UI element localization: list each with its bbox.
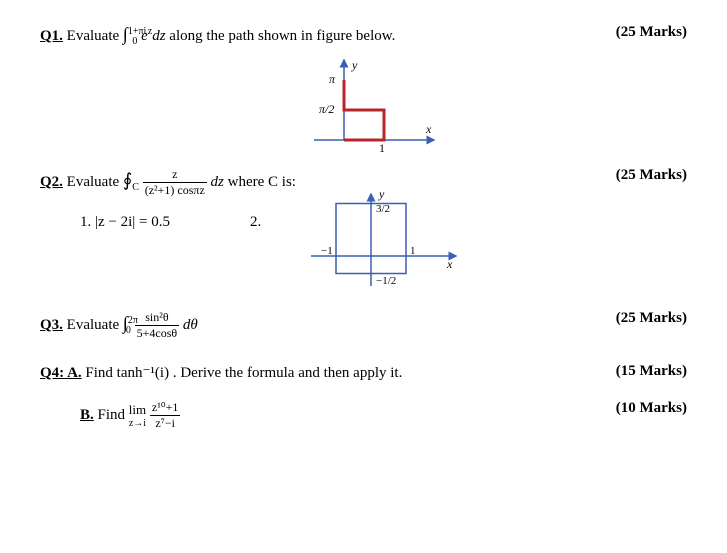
q1-x-label: x	[425, 122, 432, 136]
q1-text-before: Evaluate	[67, 28, 123, 44]
q2-sub2-num: 2.	[250, 214, 261, 231]
q2-y: y	[378, 187, 385, 201]
q2-text-before: Evaluate	[67, 174, 123, 190]
q3-den: 5+4cosθ	[135, 326, 180, 341]
q3-frac: sin²θ 5+4cosθ	[135, 310, 180, 341]
q1-figure-wrap: y x π π/2 1	[40, 55, 687, 155]
q1-text-after: along the path shown in figure below.	[169, 28, 395, 44]
q3-int-sub: 0	[126, 325, 131, 336]
q2-x: x	[446, 257, 453, 271]
q3-marks: (25 Marks)	[616, 310, 687, 327]
q2-den: (z²+1) cosπz	[143, 183, 207, 198]
q3-text-before: Evaluate	[67, 317, 123, 333]
q3-num: sin²θ	[135, 310, 180, 326]
q4a-marks: (15 Marks)	[616, 363, 687, 380]
q1-body: Q1. Evaluate ∫1+πi0 ezdz along the path …	[40, 24, 596, 47]
q3-row: Q3. Evaluate ∫2π0 sin²θ 5+4cosθ dθ (25 M…	[40, 310, 687, 341]
page: Q1. Evaluate ∫1+πi0 ezdz along the path …	[0, 0, 727, 463]
q2-top: 3/2	[376, 203, 390, 215]
q2-frac: z (z²+1) cosπz	[143, 167, 207, 198]
q2-dz: dz	[211, 174, 224, 190]
q2-oint: ∮	[123, 170, 132, 190]
q1-integrand-after: dz	[152, 28, 165, 44]
q2-oint-sub: C	[132, 182, 139, 193]
q1-pi2: π/2	[319, 102, 334, 116]
q2-sub-row: 1. |z − 2i| = 0.5 2. y x 3/2	[40, 206, 687, 296]
q4a-row: Q4: A. Find tanh⁻¹(i) . Derive the formu…	[40, 363, 687, 382]
q2-sub1-num: 1.	[80, 214, 91, 230]
q2-sub1: 1. |z − 2i| = 0.5	[80, 214, 170, 231]
q3-dth: dθ	[183, 317, 198, 333]
q2-text-after: where C is:	[228, 174, 296, 190]
q2-num: z	[143, 167, 207, 183]
q4a-body: Q4: A. Find tanh⁻¹(i) . Derive the formu…	[40, 363, 596, 382]
q4a-text: Find tanh⁻¹(i) . Derive the formula and …	[85, 365, 402, 381]
q1-marks: (25 Marks)	[616, 24, 687, 41]
q4b-label: B.	[80, 407, 94, 423]
q2-label: Q2.	[40, 174, 63, 190]
q4b-marks: (10 Marks)	[616, 400, 687, 417]
q2-sub1-text: |z − 2i| = 0.5	[95, 214, 170, 230]
q2-left: −1	[321, 245, 333, 257]
q1-integrand: e	[141, 28, 148, 44]
q2-subq: 1. |z − 2i| = 0.5 2.	[80, 214, 261, 231]
q4b-frac: z¹⁰+1 z⁷−i	[150, 400, 181, 431]
q1-label: Q1.	[40, 28, 63, 44]
q1-pi: π	[329, 72, 336, 86]
q3-label: Q3.	[40, 317, 63, 333]
q1-int-sub: 0	[132, 36, 137, 47]
q4b-body: B. Find lim z→i z¹⁰+1 z⁷−i	[80, 400, 596, 431]
q4b-num: z¹⁰+1	[150, 400, 181, 416]
q1-one: 1	[379, 141, 385, 155]
q4a-label: Q4: A.	[40, 365, 82, 381]
q1-y-label: y	[351, 58, 358, 72]
q2-bot: −1/2	[376, 275, 396, 287]
q1-row: Q1. Evaluate ∫1+πi0 ezdz along the path …	[40, 24, 687, 47]
q2-right: 1	[410, 245, 416, 257]
q4b-row: B. Find lim z→i z¹⁰+1 z⁷−i (10 Marks)	[40, 400, 687, 431]
q3-body: Q3. Evaluate ∫2π0 sin²θ 5+4cosθ dθ	[40, 310, 596, 341]
q4b-text-before: Find	[98, 407, 129, 423]
q4b-den: z⁷−i	[150, 416, 181, 431]
q2-marks: (25 Marks)	[616, 167, 687, 184]
q2-figure-wrap: y x 3/2 −1/2 −1 1	[291, 186, 471, 296]
q4b-limsub: z→i	[129, 418, 146, 429]
q1-figure: y x π π/2 1	[274, 55, 454, 155]
q2-figure: y x 3/2 −1/2 −1 1	[291, 186, 471, 296]
